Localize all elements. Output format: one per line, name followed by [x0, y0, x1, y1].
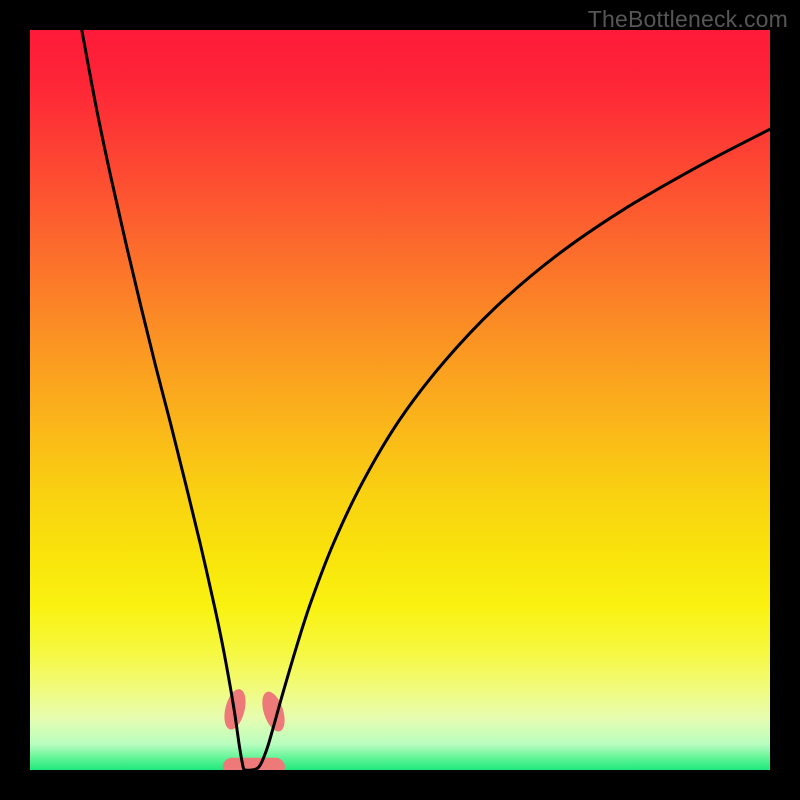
frame-border — [0, 0, 30, 800]
bottleneck-chart-root: TheBottleneck.com — [0, 0, 800, 800]
frame-border — [0, 0, 800, 30]
gradient-background — [30, 30, 770, 770]
frame-border — [0, 770, 800, 800]
bottleneck-svg — [0, 0, 800, 800]
frame-border — [770, 0, 800, 800]
